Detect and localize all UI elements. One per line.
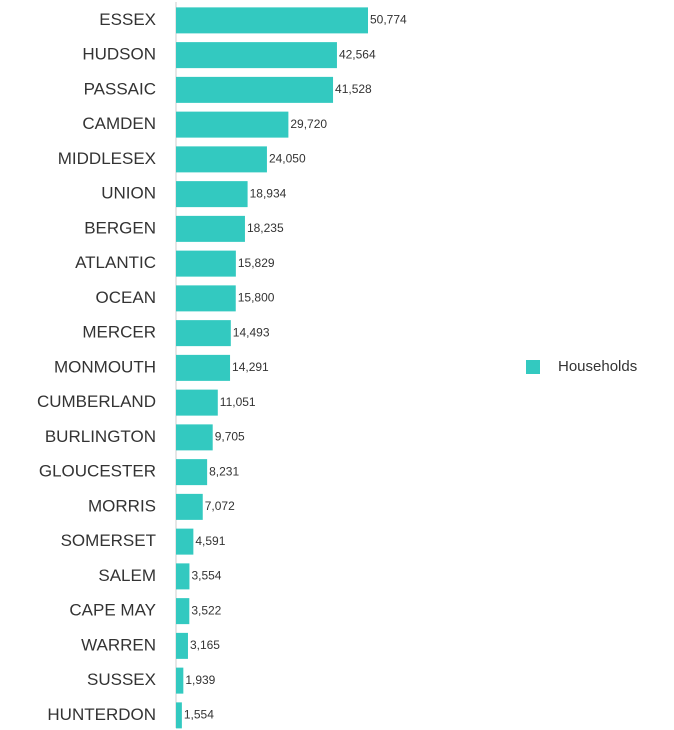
bar [176, 528, 194, 555]
data-label: 41,528 [335, 82, 372, 96]
y-tick-label: BURLINGTON [45, 427, 156, 446]
bar [176, 632, 188, 659]
bar [176, 111, 289, 138]
y-tick-label: HUDSON [82, 45, 156, 64]
legend-swatch [526, 360, 540, 374]
bar [176, 389, 218, 416]
y-tick-label: OCEAN [96, 288, 156, 307]
y-tick-label: UNION [101, 184, 156, 203]
y-tick-label: GLOUCESTER [39, 462, 156, 481]
y-tick-label: SOMERSET [61, 531, 156, 550]
y-tick-label: ATLANTIC [75, 253, 156, 272]
y-tick-label: HUNTERDON [47, 705, 156, 724]
y-tick-label: CUMBERLAND [37, 392, 156, 411]
y-tick-label: MERCER [82, 323, 156, 342]
data-label: 15,829 [238, 256, 275, 270]
data-label: 24,050 [269, 152, 306, 166]
data-label: 14,291 [232, 360, 269, 374]
bar [176, 285, 236, 312]
bar [176, 563, 190, 590]
data-label: 18,934 [250, 186, 287, 200]
data-label: 18,235 [247, 221, 284, 235]
data-label: 4,591 [195, 534, 225, 548]
data-label: 3,522 [191, 603, 221, 617]
bar [176, 424, 213, 451]
y-tick-label: MIDDLESEX [58, 149, 156, 168]
data-label: 9,705 [215, 430, 245, 444]
y-tick-label: CAPE MAY [69, 601, 156, 620]
y-tick-label: SUSSEX [87, 670, 156, 689]
y-tick-label: MORRIS [88, 496, 156, 515]
data-label: 8,231 [209, 464, 239, 478]
bar [176, 320, 231, 347]
y-tick-label: SALEM [98, 566, 156, 585]
data-label: 15,800 [238, 291, 275, 305]
bar [176, 76, 334, 103]
legend-label: Households [558, 358, 637, 375]
y-tick-label: WARREN [81, 635, 156, 654]
data-label: 42,564 [339, 47, 376, 61]
data-label: 50,774 [370, 13, 407, 27]
bar [176, 493, 203, 520]
data-label: 1,554 [184, 708, 214, 722]
data-label: 7,072 [205, 499, 235, 513]
bar [176, 354, 231, 381]
data-label: 3,165 [190, 638, 220, 652]
bar [176, 181, 248, 208]
bar [176, 7, 368, 34]
data-label: 11,051 [220, 395, 256, 409]
data-label: 29,720 [290, 117, 327, 131]
bar [176, 42, 337, 69]
y-tick-label: ESSEX [99, 10, 156, 29]
y-tick-label: MONMOUTH [54, 357, 156, 376]
bar [176, 250, 236, 277]
y-tick-label: BERGEN [84, 218, 156, 237]
data-label: 14,493 [233, 325, 270, 339]
y-tick-label: CAMDEN [82, 114, 156, 133]
bar [176, 459, 208, 486]
y-tick-label: PASSAIC [84, 79, 156, 98]
bar [176, 146, 267, 173]
bar [176, 702, 182, 729]
bar [176, 598, 190, 625]
bar [176, 667, 184, 694]
data-label: 3,554 [191, 569, 221, 583]
bar [176, 215, 245, 242]
data-label: 1,939 [185, 673, 215, 687]
